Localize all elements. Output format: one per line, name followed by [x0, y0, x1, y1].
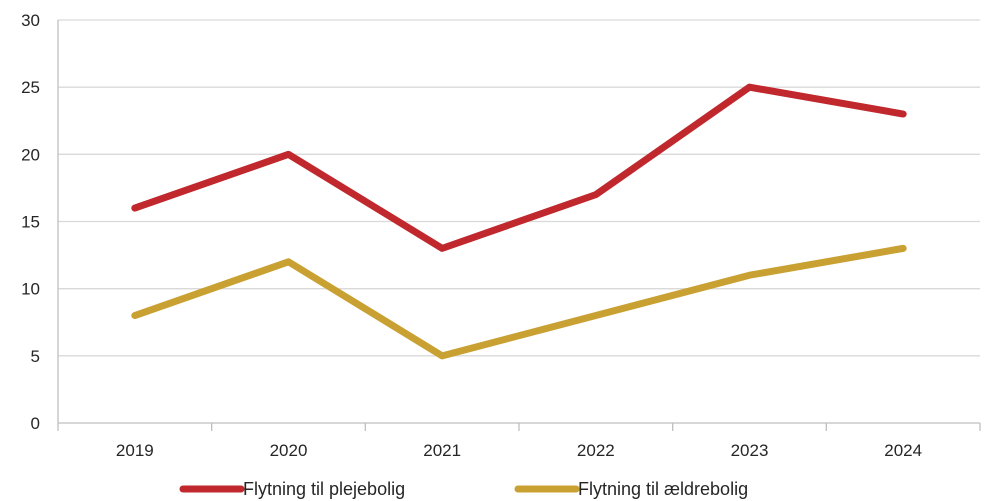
- series-lines: [131, 83, 907, 360]
- series-line-1: [131, 83, 907, 252]
- x-tick-label: 2021: [423, 441, 461, 460]
- y-tick-label: 10: [21, 280, 40, 299]
- x-axis-tick-labels: 2019 2020 2021 2022 2023 2024: [116, 441, 922, 460]
- y-axis-tick-labels: 0 5 10 15 20 25 30: [21, 11, 40, 433]
- y-tick-label: 20: [21, 145, 40, 164]
- y-tick-label: 15: [21, 213, 40, 232]
- x-tick-label: 2024: [884, 441, 922, 460]
- legend: Flytning til plejebolig Flytning til ældr…: [179, 479, 748, 499]
- x-tick-label: 2023: [731, 441, 769, 460]
- axes: [57, 20, 981, 431]
- y-tick-label: 0: [31, 414, 40, 433]
- x-tick-label: 2020: [270, 441, 308, 460]
- y-tick-label: 5: [31, 347, 40, 366]
- x-tick-label: 2019: [116, 441, 154, 460]
- series-line-2: [131, 244, 907, 360]
- legend-label: Flytning til ældrebolig: [578, 479, 748, 499]
- legend-label: Flytning til plejebolig: [243, 479, 405, 499]
- y-tick-label: 30: [21, 11, 40, 30]
- y-tick-label: 25: [21, 78, 40, 97]
- x-tick-label: 2022: [577, 441, 615, 460]
